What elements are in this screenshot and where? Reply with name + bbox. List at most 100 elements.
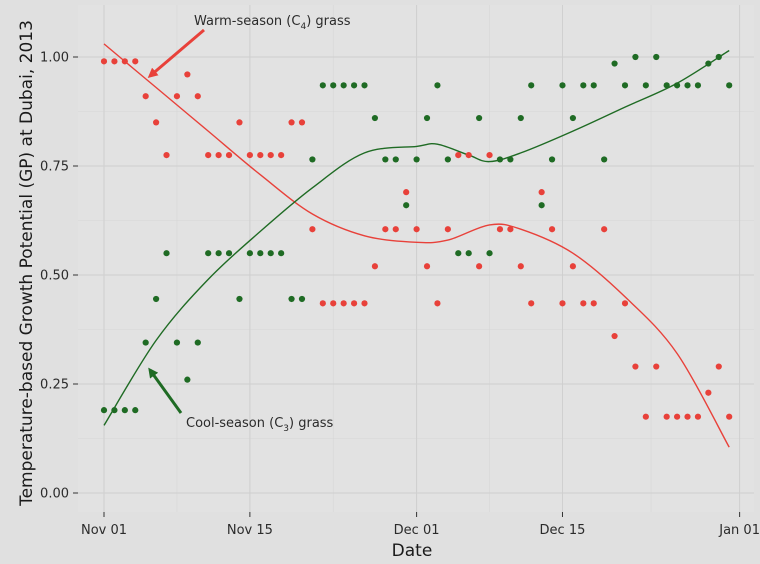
- data-point-series-1: [392, 156, 399, 163]
- data-point-series-0: [267, 152, 274, 159]
- y-tick-label: 1.00: [40, 51, 69, 66]
- data-point-series-0: [611, 332, 618, 340]
- data-point-series-0: [111, 58, 118, 65]
- fit-line-series-0: [103, 43, 730, 448]
- data-point-series-1: [267, 250, 274, 257]
- x-tick-label: Nov 01: [81, 523, 127, 538]
- data-point-series-1: [465, 250, 472, 257]
- data-point-series-0: [153, 119, 160, 126]
- data-point-series-1: [330, 82, 337, 89]
- data-point-series-0: [590, 300, 597, 307]
- data-point-series-0: [455, 152, 462, 159]
- data-point-series-1: [528, 82, 535, 89]
- warm-season-label: Warm-season (C4) grass: [194, 14, 351, 32]
- grid: [78, 5, 754, 512]
- x-axis-ticks: Nov 01 Nov 15 Dec 01 Dec 15 Jan 01: [81, 512, 760, 538]
- data-point-series-1: [486, 250, 493, 257]
- data-point-series-1: [111, 407, 118, 414]
- data-point-series-0: [132, 58, 139, 65]
- data-point-series-1: [371, 114, 379, 122]
- y-tick-label: 0.00: [40, 487, 69, 502]
- data-point-series-1: [361, 82, 368, 89]
- data-point-series-0: [257, 152, 264, 159]
- y-axis-ticks: 0.00 0.25 0.50 0.75 1.00: [40, 51, 78, 502]
- data-point-series-0: [142, 93, 149, 100]
- data-point-series-0: [163, 152, 170, 159]
- y-tick-label: 0.50: [40, 269, 69, 284]
- data-point-series-1: [163, 250, 170, 257]
- data-point-series-1: [559, 82, 566, 89]
- data-point-series-1: [674, 82, 681, 89]
- data-point-series-0: [205, 152, 212, 159]
- data-point-series-0: [632, 363, 639, 370]
- data-point-series-0: [663, 413, 670, 420]
- annotation-cool-season: Cool-season (C3) grass: [148, 367, 334, 434]
- data-point-series-1: [236, 295, 243, 303]
- data-point-series-0: [569, 263, 577, 270]
- data-point-series-1: [121, 407, 128, 414]
- data-point-series-0: [496, 226, 504, 233]
- annotation-warm-season: Warm-season (C4) grass: [147, 14, 351, 78]
- data-point-series-0: [100, 58, 108, 65]
- data-point-series-0: [184, 71, 191, 78]
- data-point-series-0: [194, 93, 201, 100]
- data-point-series-0: [215, 152, 222, 159]
- x-tick-label: Nov 15: [227, 523, 273, 538]
- data-point-series-1: [215, 250, 222, 257]
- warm-season-arrow: [147, 28, 205, 78]
- y-tick-label: 0.75: [40, 160, 69, 175]
- plot-panel: [78, 5, 754, 512]
- data-point-series-0: [580, 300, 587, 307]
- data-point-series-1: [319, 82, 326, 89]
- data-point-series-0: [621, 300, 629, 307]
- data-point-series-0: [434, 300, 441, 307]
- data-point-series-0: [517, 263, 524, 270]
- data-point-series-0: [507, 226, 514, 233]
- data-point-series-0: [548, 226, 556, 233]
- y-tick-label: 0.25: [40, 378, 69, 393]
- x-tick-label: Dec 01: [394, 523, 440, 538]
- data-point-series-0: [694, 413, 702, 420]
- data-point-series-0: [298, 119, 306, 126]
- data-point-series-1: [621, 82, 629, 89]
- data-point-series-1: [194, 339, 201, 346]
- data-point-series-1: [184, 376, 191, 383]
- data-point-series-0: [225, 152, 233, 159]
- data-point-series-1: [132, 407, 139, 414]
- data-point-series-1: [225, 250, 233, 257]
- data-point-series-0: [476, 263, 483, 270]
- data-point-series-0: [444, 226, 451, 233]
- data-point-series-1: [350, 82, 358, 89]
- data-point-series-0: [674, 413, 681, 420]
- data-point-series-1: [205, 250, 212, 257]
- data-point-series-1: [423, 114, 431, 122]
- data-point-series-1: [715, 53, 722, 61]
- data-point-series-1: [340, 82, 347, 89]
- data-point-series-0: [705, 389, 712, 396]
- data-point-series-0: [121, 58, 128, 65]
- data-point-series-1: [632, 53, 639, 61]
- x-axis-label: Date: [392, 541, 433, 561]
- data-point-series-1: [142, 339, 149, 346]
- data-point-series-1: [569, 114, 577, 122]
- data-point-series-1: [257, 250, 264, 257]
- data-point-series-1: [517, 114, 524, 122]
- data-point-series-1: [694, 82, 702, 89]
- data-point-series-0: [309, 226, 316, 233]
- data-point-series-0: [330, 300, 337, 307]
- data-point-series-0: [350, 300, 358, 307]
- data-point-series-1: [403, 202, 410, 209]
- data-point-series-0: [559, 300, 566, 307]
- data-point-series-0: [236, 119, 243, 126]
- data-point-series-1: [153, 295, 160, 303]
- data-point-series-0: [653, 363, 660, 370]
- data-point-series-1: [590, 82, 597, 89]
- data-point-series-1: [653, 53, 660, 61]
- data-point-series-1: [642, 82, 649, 89]
- y-axis-label: Temperature-based Growth Potential (GP) …: [17, 20, 37, 507]
- x-tick-label: Jan 01: [718, 523, 760, 538]
- data-point-series-1: [726, 82, 733, 89]
- data-point-series-0: [538, 189, 545, 196]
- fit-line-series-1: [103, 49, 730, 426]
